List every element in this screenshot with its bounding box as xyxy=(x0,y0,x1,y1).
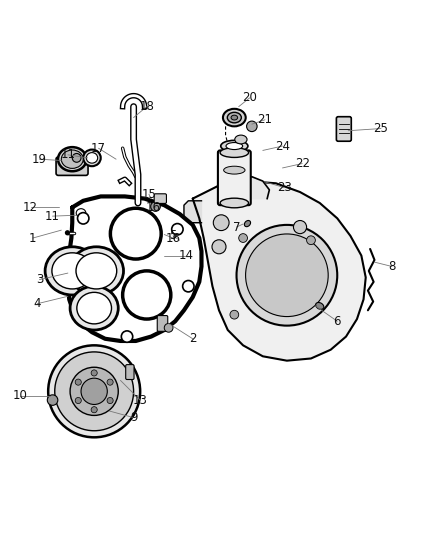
Circle shape xyxy=(47,395,58,405)
Circle shape xyxy=(164,324,173,332)
Circle shape xyxy=(239,233,247,243)
Polygon shape xyxy=(193,181,366,361)
Ellipse shape xyxy=(223,109,246,126)
Circle shape xyxy=(121,331,133,342)
Ellipse shape xyxy=(316,303,324,309)
Ellipse shape xyxy=(76,209,86,217)
Ellipse shape xyxy=(226,142,243,150)
Circle shape xyxy=(110,208,161,259)
Ellipse shape xyxy=(83,150,101,166)
Circle shape xyxy=(75,398,81,403)
Ellipse shape xyxy=(76,253,117,289)
Circle shape xyxy=(213,215,229,231)
Text: 4: 4 xyxy=(33,297,41,310)
Text: 13: 13 xyxy=(133,393,148,407)
Text: 16: 16 xyxy=(166,231,180,245)
Text: 17: 17 xyxy=(91,142,106,155)
Ellipse shape xyxy=(58,147,87,171)
Ellipse shape xyxy=(61,150,83,168)
Circle shape xyxy=(183,280,194,292)
Circle shape xyxy=(55,352,134,431)
Circle shape xyxy=(72,154,81,162)
FancyBboxPatch shape xyxy=(157,316,168,332)
Ellipse shape xyxy=(227,112,241,123)
Circle shape xyxy=(91,407,97,413)
Circle shape xyxy=(48,345,140,437)
FancyBboxPatch shape xyxy=(126,365,134,379)
Text: 24: 24 xyxy=(275,140,290,152)
Text: 25: 25 xyxy=(374,122,389,135)
Text: 18: 18 xyxy=(139,100,154,113)
Circle shape xyxy=(91,370,97,376)
Circle shape xyxy=(246,234,328,317)
Ellipse shape xyxy=(73,206,88,220)
Circle shape xyxy=(307,236,315,245)
Text: 23: 23 xyxy=(277,181,292,194)
Text: 20: 20 xyxy=(242,91,257,104)
Ellipse shape xyxy=(244,221,251,227)
Ellipse shape xyxy=(221,140,248,152)
Ellipse shape xyxy=(70,286,118,330)
Circle shape xyxy=(123,271,171,319)
Text: 7: 7 xyxy=(233,221,240,233)
Text: 21: 21 xyxy=(258,114,272,126)
Text: 14: 14 xyxy=(179,249,194,262)
Circle shape xyxy=(81,378,107,405)
Text: 22: 22 xyxy=(295,157,310,170)
Text: 10: 10 xyxy=(12,389,27,402)
Circle shape xyxy=(75,379,81,385)
Ellipse shape xyxy=(224,166,245,174)
Text: 5: 5 xyxy=(170,229,177,243)
Circle shape xyxy=(78,213,89,224)
Polygon shape xyxy=(184,201,201,223)
Circle shape xyxy=(151,201,160,211)
Ellipse shape xyxy=(235,135,247,144)
FancyBboxPatch shape xyxy=(56,157,88,175)
FancyBboxPatch shape xyxy=(336,117,351,141)
Polygon shape xyxy=(68,197,201,341)
Text: 9: 9 xyxy=(130,411,138,424)
Polygon shape xyxy=(221,177,269,199)
Circle shape xyxy=(247,121,257,132)
Circle shape xyxy=(107,398,113,403)
Text: 6: 6 xyxy=(333,315,341,328)
Ellipse shape xyxy=(231,115,237,120)
Circle shape xyxy=(70,367,118,415)
Text: 16: 16 xyxy=(146,201,161,214)
Circle shape xyxy=(65,230,70,236)
FancyBboxPatch shape xyxy=(218,150,251,205)
Text: 3: 3 xyxy=(36,273,43,286)
Ellipse shape xyxy=(45,247,99,295)
Circle shape xyxy=(237,225,337,326)
Ellipse shape xyxy=(220,148,249,157)
Text: 12: 12 xyxy=(23,201,38,214)
Text: 19: 19 xyxy=(32,152,47,166)
Ellipse shape xyxy=(86,152,98,163)
Circle shape xyxy=(172,223,183,235)
FancyBboxPatch shape xyxy=(154,194,166,204)
Text: 8: 8 xyxy=(389,260,396,273)
Circle shape xyxy=(107,379,113,385)
Text: 15: 15 xyxy=(141,188,156,201)
Text: 11: 11 xyxy=(60,148,75,161)
Circle shape xyxy=(293,221,307,233)
Circle shape xyxy=(212,240,226,254)
Text: 2: 2 xyxy=(189,332,197,345)
Ellipse shape xyxy=(220,198,249,208)
Ellipse shape xyxy=(69,247,124,295)
Ellipse shape xyxy=(77,292,112,324)
Ellipse shape xyxy=(52,253,93,289)
Circle shape xyxy=(230,310,239,319)
Text: 11: 11 xyxy=(45,209,60,223)
Text: 1: 1 xyxy=(29,231,37,245)
